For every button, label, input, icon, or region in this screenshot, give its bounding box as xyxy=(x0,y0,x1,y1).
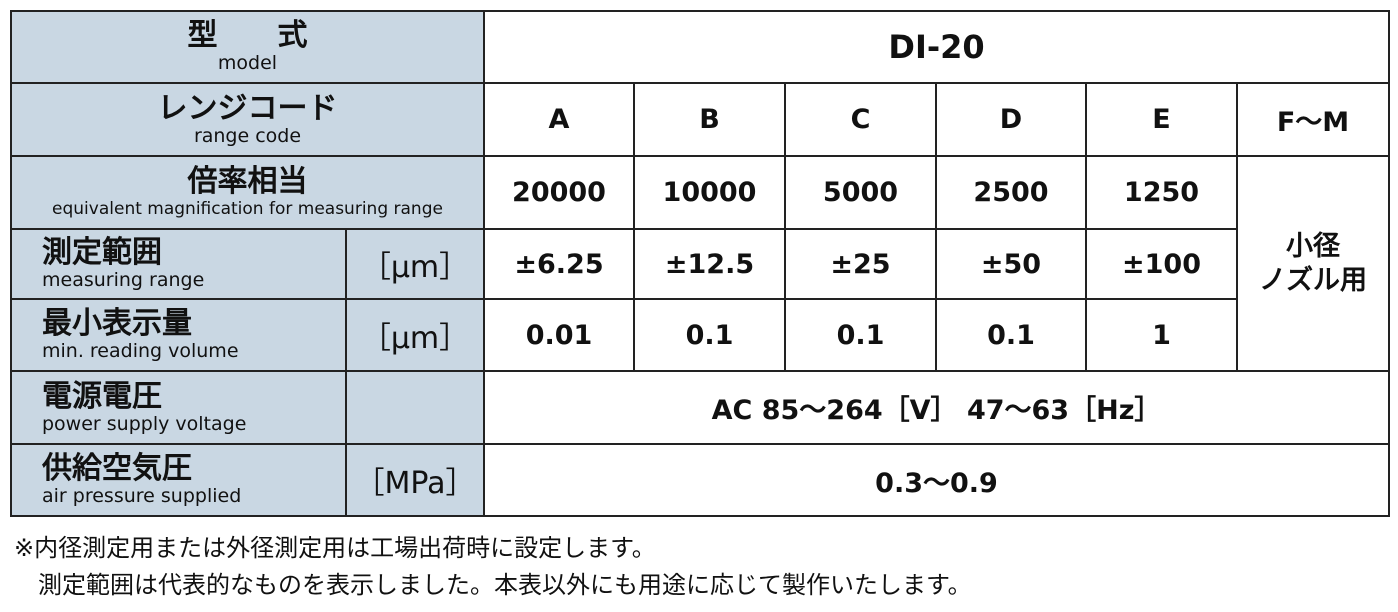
label-ja: 測定範囲 xyxy=(42,235,162,270)
fm-note: 小径 ノズル用 xyxy=(1235,155,1391,372)
cell: 0.1 xyxy=(935,298,1087,372)
row-label: レンジコード range code xyxy=(10,82,485,157)
cell: E xyxy=(1085,82,1238,157)
notes: ※内径測定用または外径測定用は工場出荷時に設定します。 測定範囲は代表的なものを… xyxy=(14,530,972,604)
cell: ±100 xyxy=(1085,228,1238,300)
spec-table: 型 式 model DI-20 レンジコード range code A B C D E F〜M… xyxy=(10,10,1391,517)
row-label: 電源電圧 power supply voltage xyxy=(10,370,347,445)
header-label: 型 式 model xyxy=(10,10,485,84)
label-en: measuring range xyxy=(42,269,205,291)
cell: D xyxy=(935,82,1087,157)
unit: ［μm］ xyxy=(345,228,485,300)
unit: ［MPa］ xyxy=(345,443,485,517)
cell: ±6.25 xyxy=(483,228,635,300)
cell: ±12.5 xyxy=(633,228,786,300)
row-label: 倍率相当 equivalent magnification for measuri… xyxy=(10,155,485,230)
label-en: power supply voltage xyxy=(42,412,247,435)
power-value: AC 85〜264［V］ 47〜63［Hz］ xyxy=(482,370,1391,445)
label-en: equivalent magnification for measuring r… xyxy=(52,198,443,219)
cell: 0.01 xyxy=(483,298,635,372)
label-en: min. reading volume xyxy=(42,340,239,362)
label-en: model xyxy=(217,52,278,74)
unit xyxy=(345,370,485,445)
unit: ［μm］ xyxy=(345,298,485,372)
cell: 0.1 xyxy=(784,298,937,372)
cell: F〜M xyxy=(1235,82,1391,157)
row-label: 測定範囲 measuring range xyxy=(10,228,347,300)
note-line: 測定範囲は代表的なものを表示しました。本表以外にも用途に応じて製作いたします。 xyxy=(14,571,972,599)
cell: C xyxy=(784,82,937,157)
pressure-value: 0.3〜0.9 xyxy=(482,443,1391,517)
label-en: range code xyxy=(193,124,302,147)
cell: B xyxy=(633,82,786,157)
cell: 2500 xyxy=(935,155,1087,230)
cell: 0.1 xyxy=(633,298,786,372)
label-ja: 倍率相当 xyxy=(187,163,308,199)
label-ja: レンジコード xyxy=(157,90,338,126)
cell: ±25 xyxy=(784,228,937,300)
row-label: 供給空気圧 air pressure supplied xyxy=(10,443,347,517)
label-ja: 供給空気圧 xyxy=(42,451,192,486)
cell: 10000 xyxy=(633,155,786,230)
cell: 1 xyxy=(1085,298,1238,372)
label-ja: 電源電圧 xyxy=(42,378,162,414)
note-line: ※内径測定用または外径測定用は工場出荷時に設定します。 xyxy=(14,534,656,562)
model-value: DI-20 xyxy=(482,10,1391,84)
cell: 1250 xyxy=(1085,155,1238,230)
row-label: 最小表示量 min. reading volume xyxy=(10,298,347,372)
cell: 5000 xyxy=(784,155,937,230)
cell: A xyxy=(483,82,635,157)
cell: 20000 xyxy=(483,155,635,230)
label-en: air pressure supplied xyxy=(42,485,242,507)
label-ja: 型 式 xyxy=(187,18,308,53)
label-ja: 最小表示量 xyxy=(42,306,192,341)
cell: ±50 xyxy=(935,228,1087,300)
